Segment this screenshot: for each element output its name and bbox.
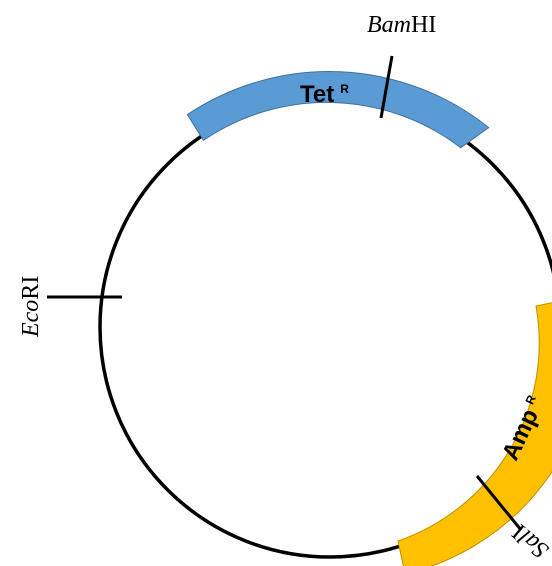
bamhi-site-marker <box>379 55 394 119</box>
amp-resistance-gene <box>397 302 552 566</box>
tet-resistance-gene <box>186 71 490 149</box>
ecori-label: EcoRI <box>18 276 44 338</box>
sali-label: SalI <box>508 519 552 564</box>
bamhi-label: BamHI <box>367 12 436 38</box>
sali-site-marker <box>475 475 523 531</box>
tet-gene-label: Tet R <box>300 81 349 108</box>
